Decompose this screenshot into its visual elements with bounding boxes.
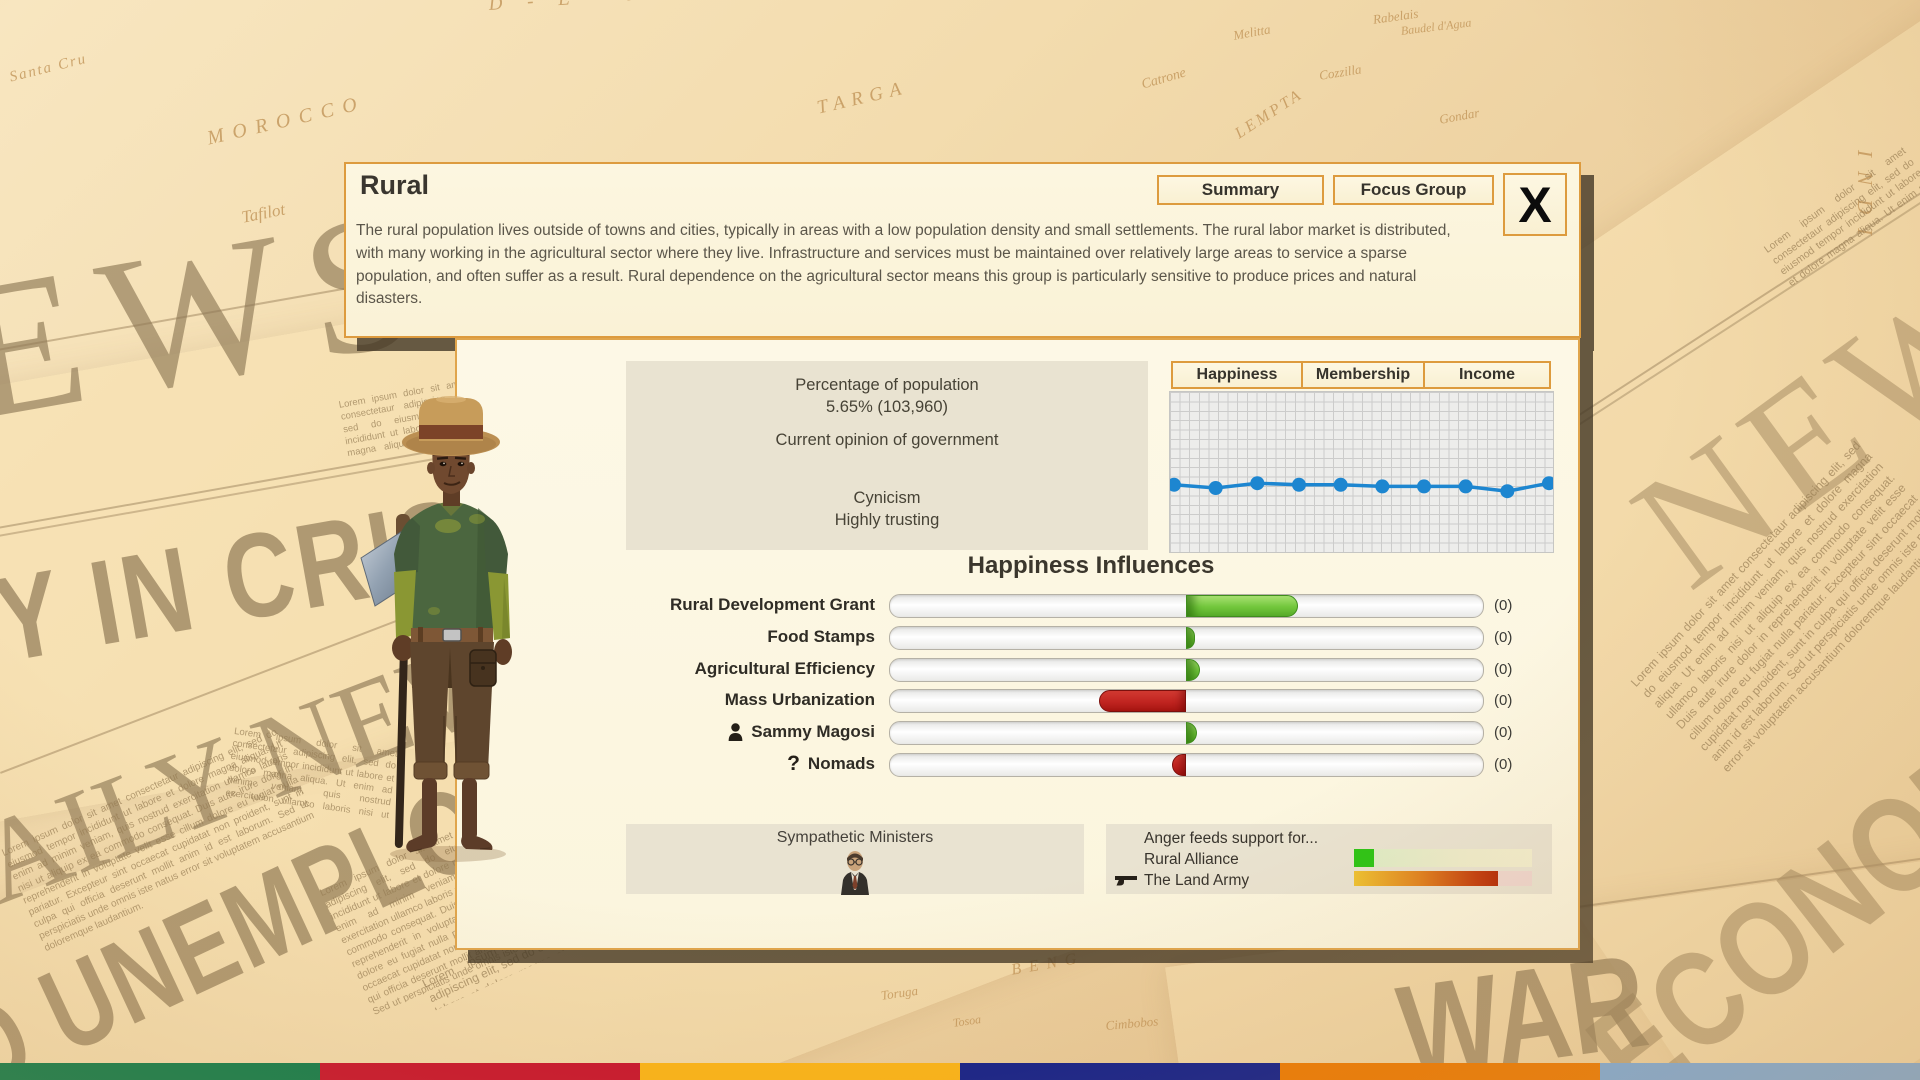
support-bar-land-army: [1354, 871, 1532, 886]
stripe-segment: [1280, 1063, 1600, 1080]
happiness-history-chart: [1169, 391, 1554, 553]
tab-income[interactable]: Income: [1423, 361, 1551, 389]
influence-row: Rural Development Grant (0): [457, 589, 1578, 621]
influence-bar-fill: [1186, 659, 1200, 681]
influence-row: Agricultural Efficiency (0): [457, 653, 1578, 685]
bg-map-label: Tosoa: [952, 1012, 982, 1030]
influence-row: Food Stamps (0): [457, 621, 1578, 653]
group-info-panel: Rural The rural population lives outside…: [344, 162, 1581, 338]
stripe-segment: [960, 1063, 1280, 1080]
stripe-segment: [1600, 1063, 1920, 1080]
influence-row: Mass Urbanization (0): [457, 684, 1578, 716]
influence-bar-fill: [1186, 627, 1195, 649]
bg-map-label: Santa Cru: [8, 50, 89, 86]
rural-farmer-illustration: [348, 386, 568, 891]
stripe-segment: [320, 1063, 640, 1080]
bg-map-label: Melitta: [1232, 21, 1272, 43]
influence-label[interactable]: Sammy Magosi: [512, 716, 875, 748]
influence-bar-fill: [1099, 690, 1186, 712]
support-bar-fill: [1354, 871, 1498, 886]
influence-value: (0): [1494, 691, 1513, 709]
influence-label[interactable]: Food Stamps: [767, 627, 875, 646]
bg-map-label: TARGA: [815, 77, 911, 119]
anger-group-rural-alliance[interactable]: Rural Alliance: [1144, 850, 1239, 868]
influence-value: (0): [1494, 660, 1513, 678]
tab-happiness[interactable]: Happiness: [1171, 361, 1303, 389]
influence-bar-track: [889, 689, 1484, 713]
question-icon: ?: [787, 752, 800, 775]
person-icon: [728, 723, 743, 741]
party-color-stripe: [0, 1063, 1920, 1080]
anger-support-box: Anger feeds support for... Rural Allianc…: [1106, 824, 1552, 894]
stripe-segment: [640, 1063, 960, 1080]
bg-map-label: Cimbobos: [1105, 1013, 1159, 1033]
influence-label[interactable]: Agricultural Efficiency: [694, 659, 875, 678]
tab-membership[interactable]: Membership: [1301, 361, 1425, 389]
bg-map-label: Gondar: [1438, 104, 1481, 127]
percentage-label: Percentage of population: [795, 376, 979, 394]
bg-map-label: INDI: [1853, 150, 1877, 250]
minister-portrait[interactable]: [837, 849, 873, 900]
group-detail-panel: Percentage of population 5.65% (103,960)…: [455, 338, 1580, 950]
influence-bar-track: [889, 721, 1484, 745]
percentage-value: 5.65% (103,960): [825, 398, 948, 416]
focus-group-button[interactable]: Focus Group: [1333, 175, 1494, 205]
happiness-line-series: [1170, 476, 1553, 499]
opinion-cynicism: Cynicism: [853, 489, 921, 507]
support-bar-rural-alliance: [1354, 849, 1532, 867]
influence-label[interactable]: Mass Urbanization: [724, 690, 875, 709]
influence-value: (0): [1494, 723, 1513, 741]
anger-group-land-army[interactable]: The Land Army: [1144, 871, 1250, 889]
summary-button[interactable]: Summary: [1157, 175, 1324, 205]
influence-row: ? Nomads (0): [457, 748, 1578, 780]
influence-value: (0): [1494, 628, 1513, 646]
influence-bar-fill: [1172, 754, 1186, 776]
influence-bar-track: [889, 753, 1484, 777]
bg-map-label: Cozzilla: [1318, 61, 1363, 83]
page-title: Rural: [360, 170, 430, 200]
bg-map-label: LEMPTA: [1232, 85, 1307, 143]
influence-bar-track: [889, 594, 1484, 618]
sympathetic-ministers-box: Sympathetic Ministers: [626, 824, 1084, 895]
bg-map-label: Catrone: [1140, 65, 1188, 93]
influences-heading: Happiness Influences: [967, 552, 1215, 579]
close-button[interactable]: X: [1503, 173, 1567, 236]
group-description: The rural population lives outside of to…: [356, 222, 1451, 308]
influence-label[interactable]: ? Nomads: [787, 752, 875, 775]
influence-value: (0): [1494, 755, 1513, 773]
support-bar-fill: [1354, 849, 1374, 867]
influence-bar-track: [889, 658, 1484, 682]
influence-label[interactable]: Rural Development Grant: [670, 595, 875, 614]
influence-bar-fill: [1186, 595, 1298, 617]
population-stats-box: Percentage of population 5.65% (103,960)…: [626, 361, 1148, 550]
stripe-segment: [0, 1063, 320, 1080]
influence-bar-track: [889, 626, 1484, 650]
gun-icon: [1114, 874, 1138, 892]
influence-value: (0): [1494, 596, 1513, 614]
opinion-label: Current opinion of government: [775, 431, 999, 449]
anger-heading: Anger feeds support for...: [1144, 829, 1319, 847]
opinion-trust: Highly trusting: [834, 511, 940, 529]
bg-map-label: MOROCCO: [205, 91, 368, 150]
influence-row: Sammy Magosi (0): [457, 716, 1578, 748]
influence-bar-fill: [1186, 722, 1197, 744]
ministers-heading: Sympathetic Ministers: [776, 829, 934, 846]
bg-map-label: D - E - S - E: [488, 0, 713, 16]
